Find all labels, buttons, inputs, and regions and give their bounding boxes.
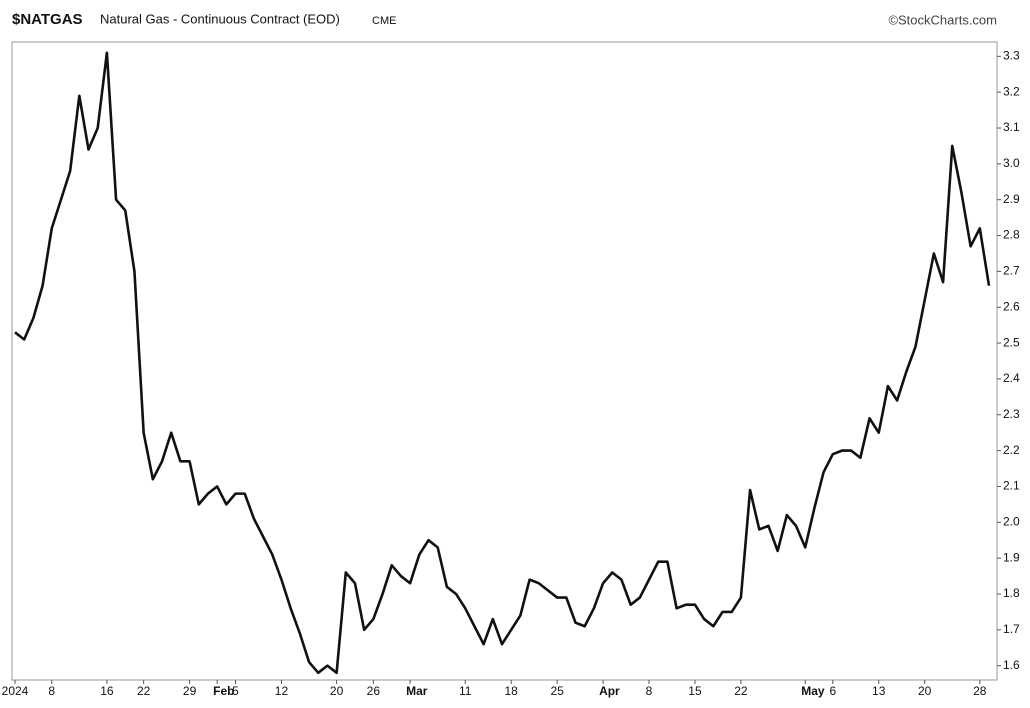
x-tick-label: Apr xyxy=(599,684,620,698)
y-tick-label: 2.2 xyxy=(1003,443,1020,457)
chart-title: Natural Gas - Continuous Contract (EOD) xyxy=(100,11,340,26)
x-tick-label: 2024 xyxy=(2,684,29,698)
y-tick-label: 2.6 xyxy=(1003,299,1020,313)
x-tick-label: May xyxy=(801,684,825,698)
plot-frame xyxy=(11,41,998,681)
y-tick-label: 1.6 xyxy=(1003,658,1020,672)
y-tick-label: 2.0 xyxy=(1003,514,1020,528)
x-tick-label: 25 xyxy=(550,684,564,698)
x-tick-label: 20 xyxy=(918,684,932,698)
x-tick-label: 6 xyxy=(829,684,836,698)
y-tick-label: 1.7 xyxy=(1003,622,1020,636)
source: ©StockCharts.com xyxy=(888,12,997,27)
x-tick-label: 8 xyxy=(646,684,653,698)
y-tick-label: 2.8 xyxy=(1003,228,1020,242)
x-tick-label: 22 xyxy=(137,684,151,698)
x-tick-label: 28 xyxy=(973,684,987,698)
y-tick-label: 2.1 xyxy=(1003,479,1020,493)
y-tick-label: 3.0 xyxy=(1003,156,1020,170)
y-tick-label: 2.3 xyxy=(1003,407,1020,421)
x-tick-label: 8 xyxy=(48,684,55,698)
y-tick-label: 2.5 xyxy=(1003,335,1020,349)
symbol: $NATGAS xyxy=(12,11,83,28)
x-tick-label: 22 xyxy=(734,684,748,698)
y-tick-label: 2.9 xyxy=(1003,192,1020,206)
y-tick-label: 1.8 xyxy=(1003,586,1020,600)
y-tick-label: 3.3 xyxy=(1003,49,1020,63)
x-tick-label: 20 xyxy=(330,684,344,698)
x-tick-label: Mar xyxy=(406,684,428,698)
x-tick-label: 29 xyxy=(183,684,197,698)
y-tick-label: 3.1 xyxy=(1003,120,1020,134)
price-line xyxy=(14,51,991,675)
y-tick-label: 2.4 xyxy=(1003,371,1020,385)
x-tick-label: 18 xyxy=(505,684,519,698)
x-tick-label: 5 xyxy=(232,684,239,698)
y-tick-label: 3.2 xyxy=(1003,84,1020,98)
y-tick-label: 1.9 xyxy=(1003,550,1020,564)
x-tick-label: 11 xyxy=(459,684,472,698)
x-tick-label: Feb xyxy=(213,684,234,698)
x-tick-label: 15 xyxy=(688,684,702,698)
x-tick-label: 13 xyxy=(872,684,886,698)
y-tick-label: 2.7 xyxy=(1003,264,1020,278)
exchange: CME xyxy=(372,15,396,27)
x-tick-label: 16 xyxy=(100,684,114,698)
x-tick-label: 12 xyxy=(275,684,289,698)
x-tick-label: 26 xyxy=(367,684,381,698)
